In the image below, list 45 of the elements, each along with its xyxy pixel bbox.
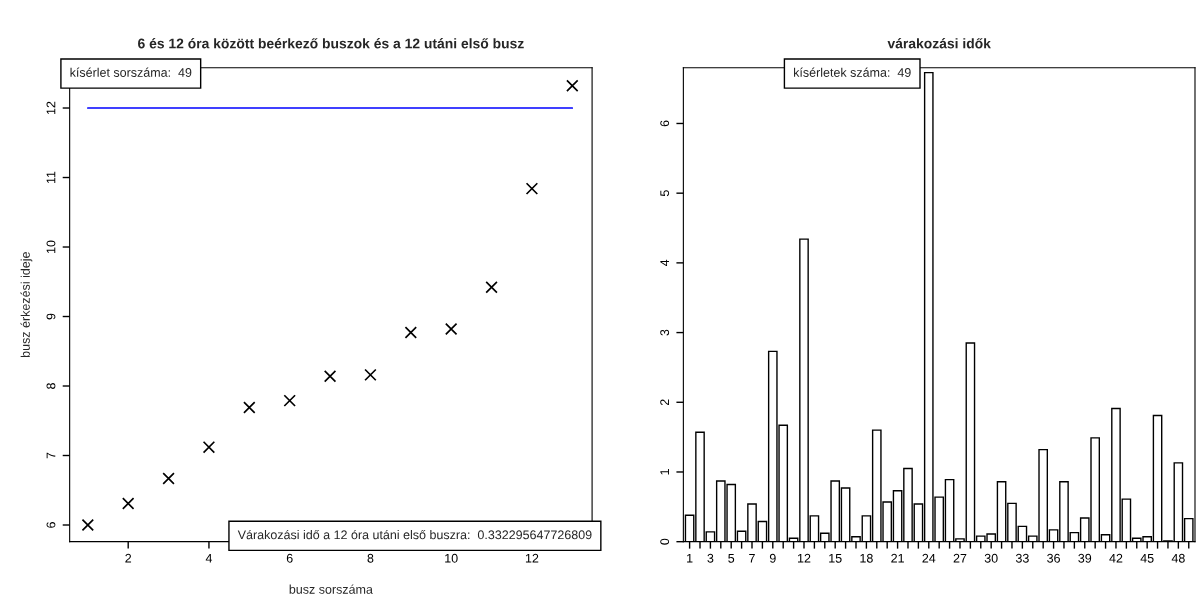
y-tick-label: 5 <box>660 190 670 197</box>
y-tick-label: 11 <box>46 171 56 184</box>
x-tick-label: 24 <box>922 553 936 563</box>
x-tick-label: 1 <box>687 553 693 563</box>
x-tick-label: 15 <box>829 553 842 563</box>
x-tick-label: 6 <box>286 553 293 563</box>
y-tick-label: 7 <box>46 452 56 459</box>
x-tick-label: 27 <box>953 553 967 563</box>
x-tick-label: 18 <box>860 553 873 563</box>
y-tick-label: 2 <box>660 399 669 406</box>
annotation: kísérlet sorszáma: 49 <box>70 67 192 77</box>
y-tick-label: 6 <box>660 120 670 127</box>
chart-title: 6 és 12 óra között beérkező buszok és a 12 utáni első busz <box>138 38 524 49</box>
x-tick-label: 12 <box>525 553 539 563</box>
x-tick-label: 10 <box>445 553 458 563</box>
x-tick-label: 42 <box>1109 553 1123 563</box>
y-tick-label: 3 <box>660 329 670 336</box>
x-tick-label: 7 <box>749 553 755 563</box>
x-tick-label: 8 <box>367 553 374 563</box>
x-tick-label: 39 <box>1078 553 1092 563</box>
x-tick-label: 5 <box>728 553 735 563</box>
annotation: Várakozási idő a 12 óra utáni első buszra: 0.332295647726809 <box>237 529 592 540</box>
y-tick-label: 1 <box>660 469 669 475</box>
x-tick-label: 4 <box>205 553 213 563</box>
y-tick-label: 4 <box>660 259 669 267</box>
x-tick-label: 36 <box>1047 553 1060 563</box>
x-tick-label: 9 <box>769 553 776 563</box>
x-tick-label: 2 <box>125 553 132 563</box>
x-tick-label: 33 <box>1015 553 1029 563</box>
x-tick-label: 3 <box>707 553 714 563</box>
x-tick-label: 12 <box>798 553 811 563</box>
annotation: kísérletek száma: 49 <box>794 67 911 77</box>
x-tick-label: 45 <box>1140 553 1154 563</box>
x-tick-label: 30 <box>984 553 998 563</box>
y-tick-label: 9 <box>46 313 56 320</box>
x-tick-label: 48 <box>1171 553 1185 563</box>
y-tick-label: 12 <box>46 101 56 115</box>
x-axis-title: busz sorszáma <box>289 584 373 594</box>
x-tick-label: 21 <box>891 553 904 563</box>
y-axis-title: busz érkezési ideje <box>20 252 33 358</box>
y-tick-label: 6 <box>46 522 56 528</box>
y-tick-label: 10 <box>46 240 56 254</box>
y-tick-label: 8 <box>46 383 56 389</box>
chart-title: várakozási idők <box>887 38 991 49</box>
y-tick-label: 0 <box>660 538 670 545</box>
